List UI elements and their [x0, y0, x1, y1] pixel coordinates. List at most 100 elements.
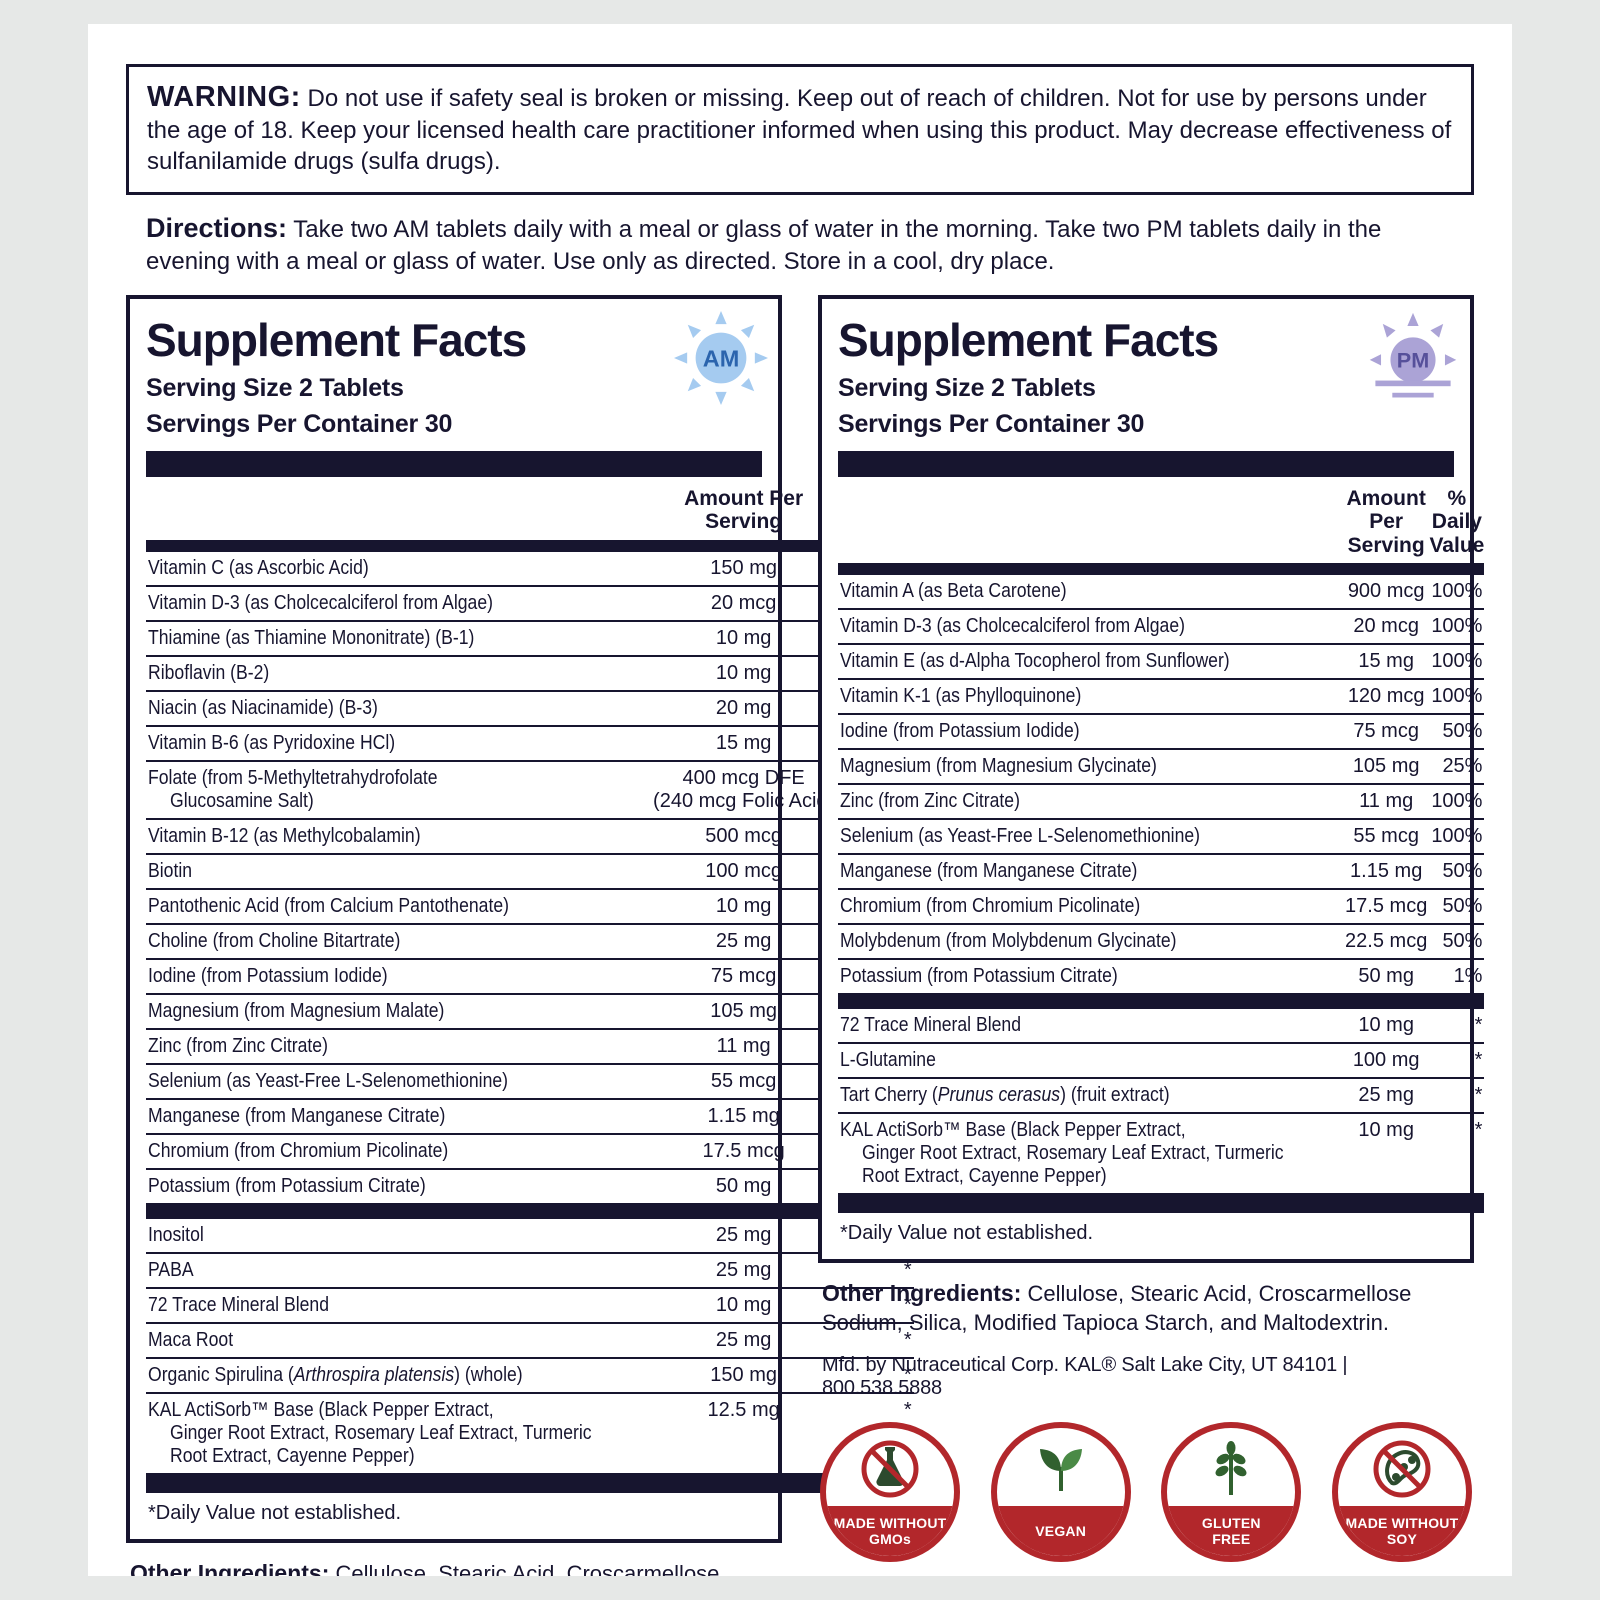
nutrient-row: Riboflavin (B-2)10 mg769% [146, 655, 914, 692]
amount-per-serving: 100 mg [1343, 1043, 1430, 1080]
nutrient-name: Selenium (as Yeast-Free L-Selenomethioni… [146, 1063, 652, 1100]
nutrient-name: Potassium (from Potassium Citrate) [148, 1174, 426, 1197]
col-header-dv: % Daily Value [1429, 476, 1485, 576]
amount-per-serving: 10 mg [1358, 1119, 1414, 1142]
nutrient-name: Biotin [146, 853, 652, 890]
nutrient-row: Molybdenum (from Molybdenum Glycinate) 22… [838, 924, 1485, 961]
amount-per-serving: 55 mcg [1343, 819, 1430, 856]
amount-per-serving: 15 mg [1343, 644, 1430, 681]
amount-per-serving: 11 mg [1343, 784, 1430, 821]
nutrient-row: Magnesium (from Magnesium Glycinate) 105 … [838, 749, 1485, 786]
other-ingredients-am: Other Ingredients: Cellulose, Stearic Ac… [130, 1559, 778, 1576]
nutrient-name: Potassium (from Potassium Citrate) [840, 965, 1118, 988]
nutrient-name: Manganese (from Manganese Citrate) [146, 1098, 652, 1135]
daily-value: * [836, 1322, 914, 1359]
amount-per-serving: 500 mcg [651, 818, 837, 855]
warning-text: Do not use if safety seal is broken or m… [147, 85, 1452, 175]
daily-value: 1% [1453, 965, 1483, 988]
column-header-row: Amount Per Serving % Daily Value [146, 476, 914, 552]
other-ingredients-label: Other Ingredients: [130, 1559, 330, 1576]
amount-per-serving: 11 mg [651, 1028, 837, 1065]
nutrient-name: Thiamine (as Thiamine Mononitrate) (B-1) [146, 620, 652, 657]
badge-gluten-free: GLUTEN FREE [1161, 1421, 1302, 1562]
nutrient-name: Vitamin A (as Beta Carotene) [838, 569, 1344, 611]
daily-value: * [903, 1398, 912, 1421]
amount-per-serving: 50 mg [1358, 965, 1414, 988]
col-header-nutrient [838, 476, 1344, 576]
serving-size: Serving Size 2 Tablets [838, 373, 1096, 402]
nutrient-row: Selenium (as Yeast-Free L-Selenomethioni… [146, 1063, 914, 1100]
pm-column: PM Supplement Facts Serving Size 2 Table… [818, 294, 1485, 1576]
daily-value: 50% [1429, 889, 1485, 926]
nutrient-name: Magnesium (from Magnesium Glycinate) [838, 749, 1344, 786]
amount-per-serving: 75 mcg [1343, 714, 1430, 751]
badge-made-without-soy: MADE WITHOUT SOY [1331, 1421, 1472, 1562]
nutrient-row: Chromium (from Chromium Picolinate) 17.5 … [146, 1133, 914, 1170]
daily-value: 50% [1429, 714, 1485, 751]
leaf-icon [1039, 1448, 1082, 1491]
other-ingredients-text: Cellulose, Stearic Acid, Croscarmellose … [822, 1281, 1412, 1336]
nutrient-row: Maca Root 25 mg * [146, 1322, 914, 1359]
amount-per-serving: 105 mg [651, 993, 837, 1030]
no-soy-icon [1373, 1440, 1431, 1498]
pm-facts-table: Amount Per Serving % Daily Value Vitamin… [838, 476, 1485, 1214]
nutrient-row: L-Glutamine 100 mg * [838, 1043, 1485, 1080]
amount-per-serving: 20 mcg [1343, 609, 1430, 646]
other-ingredients-pm: Other Ingredients: Cellulose, Stearic Ac… [822, 1279, 1470, 1337]
column-header-row: Amount Per Serving % Daily Value [838, 476, 1485, 576]
nutrient-name: Zinc (from Zinc Citrate) [146, 1028, 652, 1065]
nutrient-row: Pantothenic Acid (from Calcium Pantothen… [146, 888, 914, 925]
amount-per-serving: 10 mg [651, 655, 837, 692]
amount-per-serving: 10 mg [1343, 1009, 1430, 1045]
nutrient-name: Maca Root [146, 1322, 652, 1359]
servings-per-container: Servings Per Container 30 [838, 409, 1145, 438]
supplement-label: WARNING: Do not use if safety seal is br… [88, 24, 1512, 1576]
daily-value: * [1429, 1043, 1485, 1080]
directions-text: Take two AM tablets daily with a meal or… [146, 215, 1382, 275]
badge-label: GLUTEN FREE [1167, 1505, 1296, 1556]
bottom-bar [838, 1193, 1485, 1214]
section-divider-bar [838, 993, 1485, 1010]
nutrient-row: Selenium (as Yeast-Free L-Selenomethioni… [838, 819, 1485, 856]
nutrient-row: Folate (from 5-Methyltetrahydrofolate Glu… [146, 760, 914, 820]
nutrient-name: Vitamin D-3 (as Cholcecalciferol from Al… [146, 585, 652, 622]
no-gmo-flask-icon [861, 1440, 919, 1498]
nutrient-row: PABA 25 mg * [146, 1252, 914, 1289]
nutrient-row: Organic Spirulina (Arthrospira platensis… [146, 1357, 914, 1394]
daily-value: * [836, 1357, 914, 1394]
nutrient-row: Vitamin B-6 (as Pyridoxine HCl)15 mg882% [146, 725, 914, 762]
amount-per-serving: 10 mg [651, 1287, 837, 1324]
badge-label: MADE WITHOUT SOY [1337, 1505, 1466, 1556]
nutrient-name: Tart Cherry (Prunus cerasus) (fruit extr… [838, 1078, 1344, 1115]
serving-size: Serving Size 2 Tablets [146, 373, 404, 402]
nutrient-row: Vitamin E (as d-Alpha Tocopherol from Su… [838, 644, 1485, 681]
nutrient-name: Selenium (as Yeast-Free L-Selenomethioni… [838, 819, 1344, 856]
nutrient-name: L-Glutamine [838, 1043, 1344, 1080]
nutrient-row: KAL ActiSorb™ Base (Black Pepper Extract… [838, 1113, 1484, 1193]
amount-per-serving: 25 mg [651, 1252, 837, 1289]
nutrient-row: Vitamin K-1 (as Phylloquinone) 120 mcg 100… [838, 679, 1485, 716]
supplement-facts-panel-am: AM Supplement Facts Serving Size 2 Table… [126, 294, 914, 1543]
daily-value: 100% [1429, 679, 1485, 716]
daily-value: 50% [1429, 854, 1485, 891]
col-header-amount: Amount Per Serving [651, 476, 837, 552]
amount-per-serving: 12.5 mg [707, 1398, 780, 1421]
nutrient-row: Choline (from Choline Bitartrate)25 mg4% [146, 923, 914, 960]
panel-title: Supplement Facts [838, 313, 1219, 366]
daily-value: * [1429, 1078, 1485, 1115]
daily-value: * [1429, 1009, 1485, 1045]
nutrient-name: Molybdenum (from Molybdenum Glycinate) [838, 924, 1344, 961]
daily-value: * [1474, 1119, 1483, 1142]
amount-per-serving: 22.5 mcg [1343, 924, 1430, 961]
nutrient-name: Iodine (from Potassium Iodide) [838, 714, 1344, 751]
nutrient-row: Vitamin C (as Ascorbic Acid)150 mg167% [146, 545, 914, 587]
amount-per-serving: 17.5 mcg [1343, 889, 1430, 926]
nutrient-row: Potassium (from Potassium Citrate) 50 mg 1… [838, 959, 1484, 993]
nutrient-name: Riboflavin (B-2) [146, 655, 652, 692]
am-facts-table: Amount Per Serving % Daily Value Vitamin… [146, 476, 914, 1493]
svg-text:AM: AM [703, 345, 740, 371]
badge-vegan: VEGAN [990, 1421, 1131, 1562]
bottom-bar [146, 1472, 914, 1493]
